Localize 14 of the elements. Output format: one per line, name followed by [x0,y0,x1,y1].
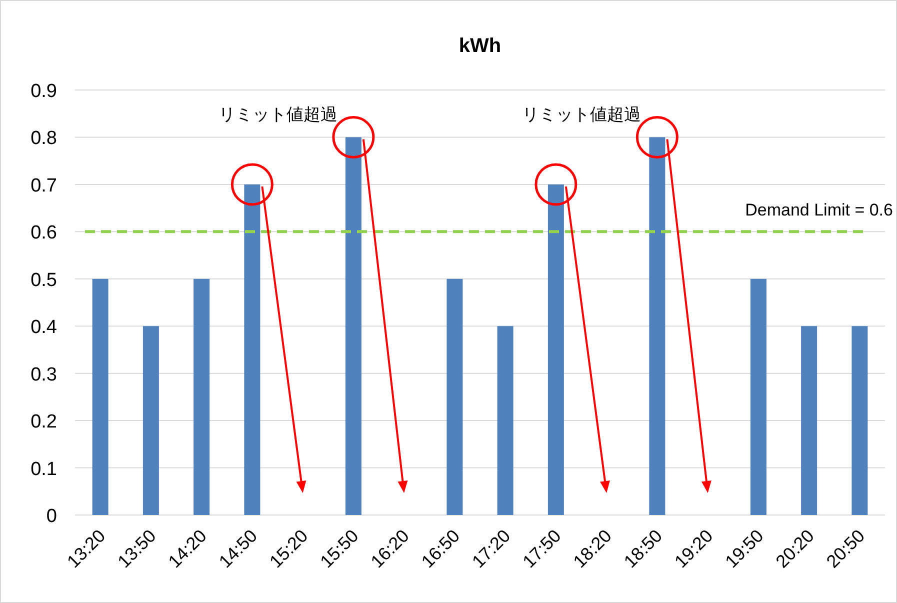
y-tick-label: 0.9 [30,81,57,102]
y-tick-label: 0.5 [30,270,57,291]
y-tick-label: 0.4 [30,317,58,338]
y-tick-label: 0.3 [30,364,57,386]
chart-title: kWh [458,35,502,57]
y-tick-label: 0.6 [30,222,57,244]
ref-line-label: Demand Limit = 0.6 [745,200,893,220]
annotation: リミット値超過 [218,105,338,124]
annotation: リミット値超過 [522,105,642,124]
y-tick-label: 0.8 [30,128,57,150]
y-tick-label: 0 [46,506,57,527]
y-tick-label: 0.7 [30,175,57,196]
y-tick-label: 0.2 [30,412,57,433]
y-tick-label: 0.1 [30,458,57,480]
